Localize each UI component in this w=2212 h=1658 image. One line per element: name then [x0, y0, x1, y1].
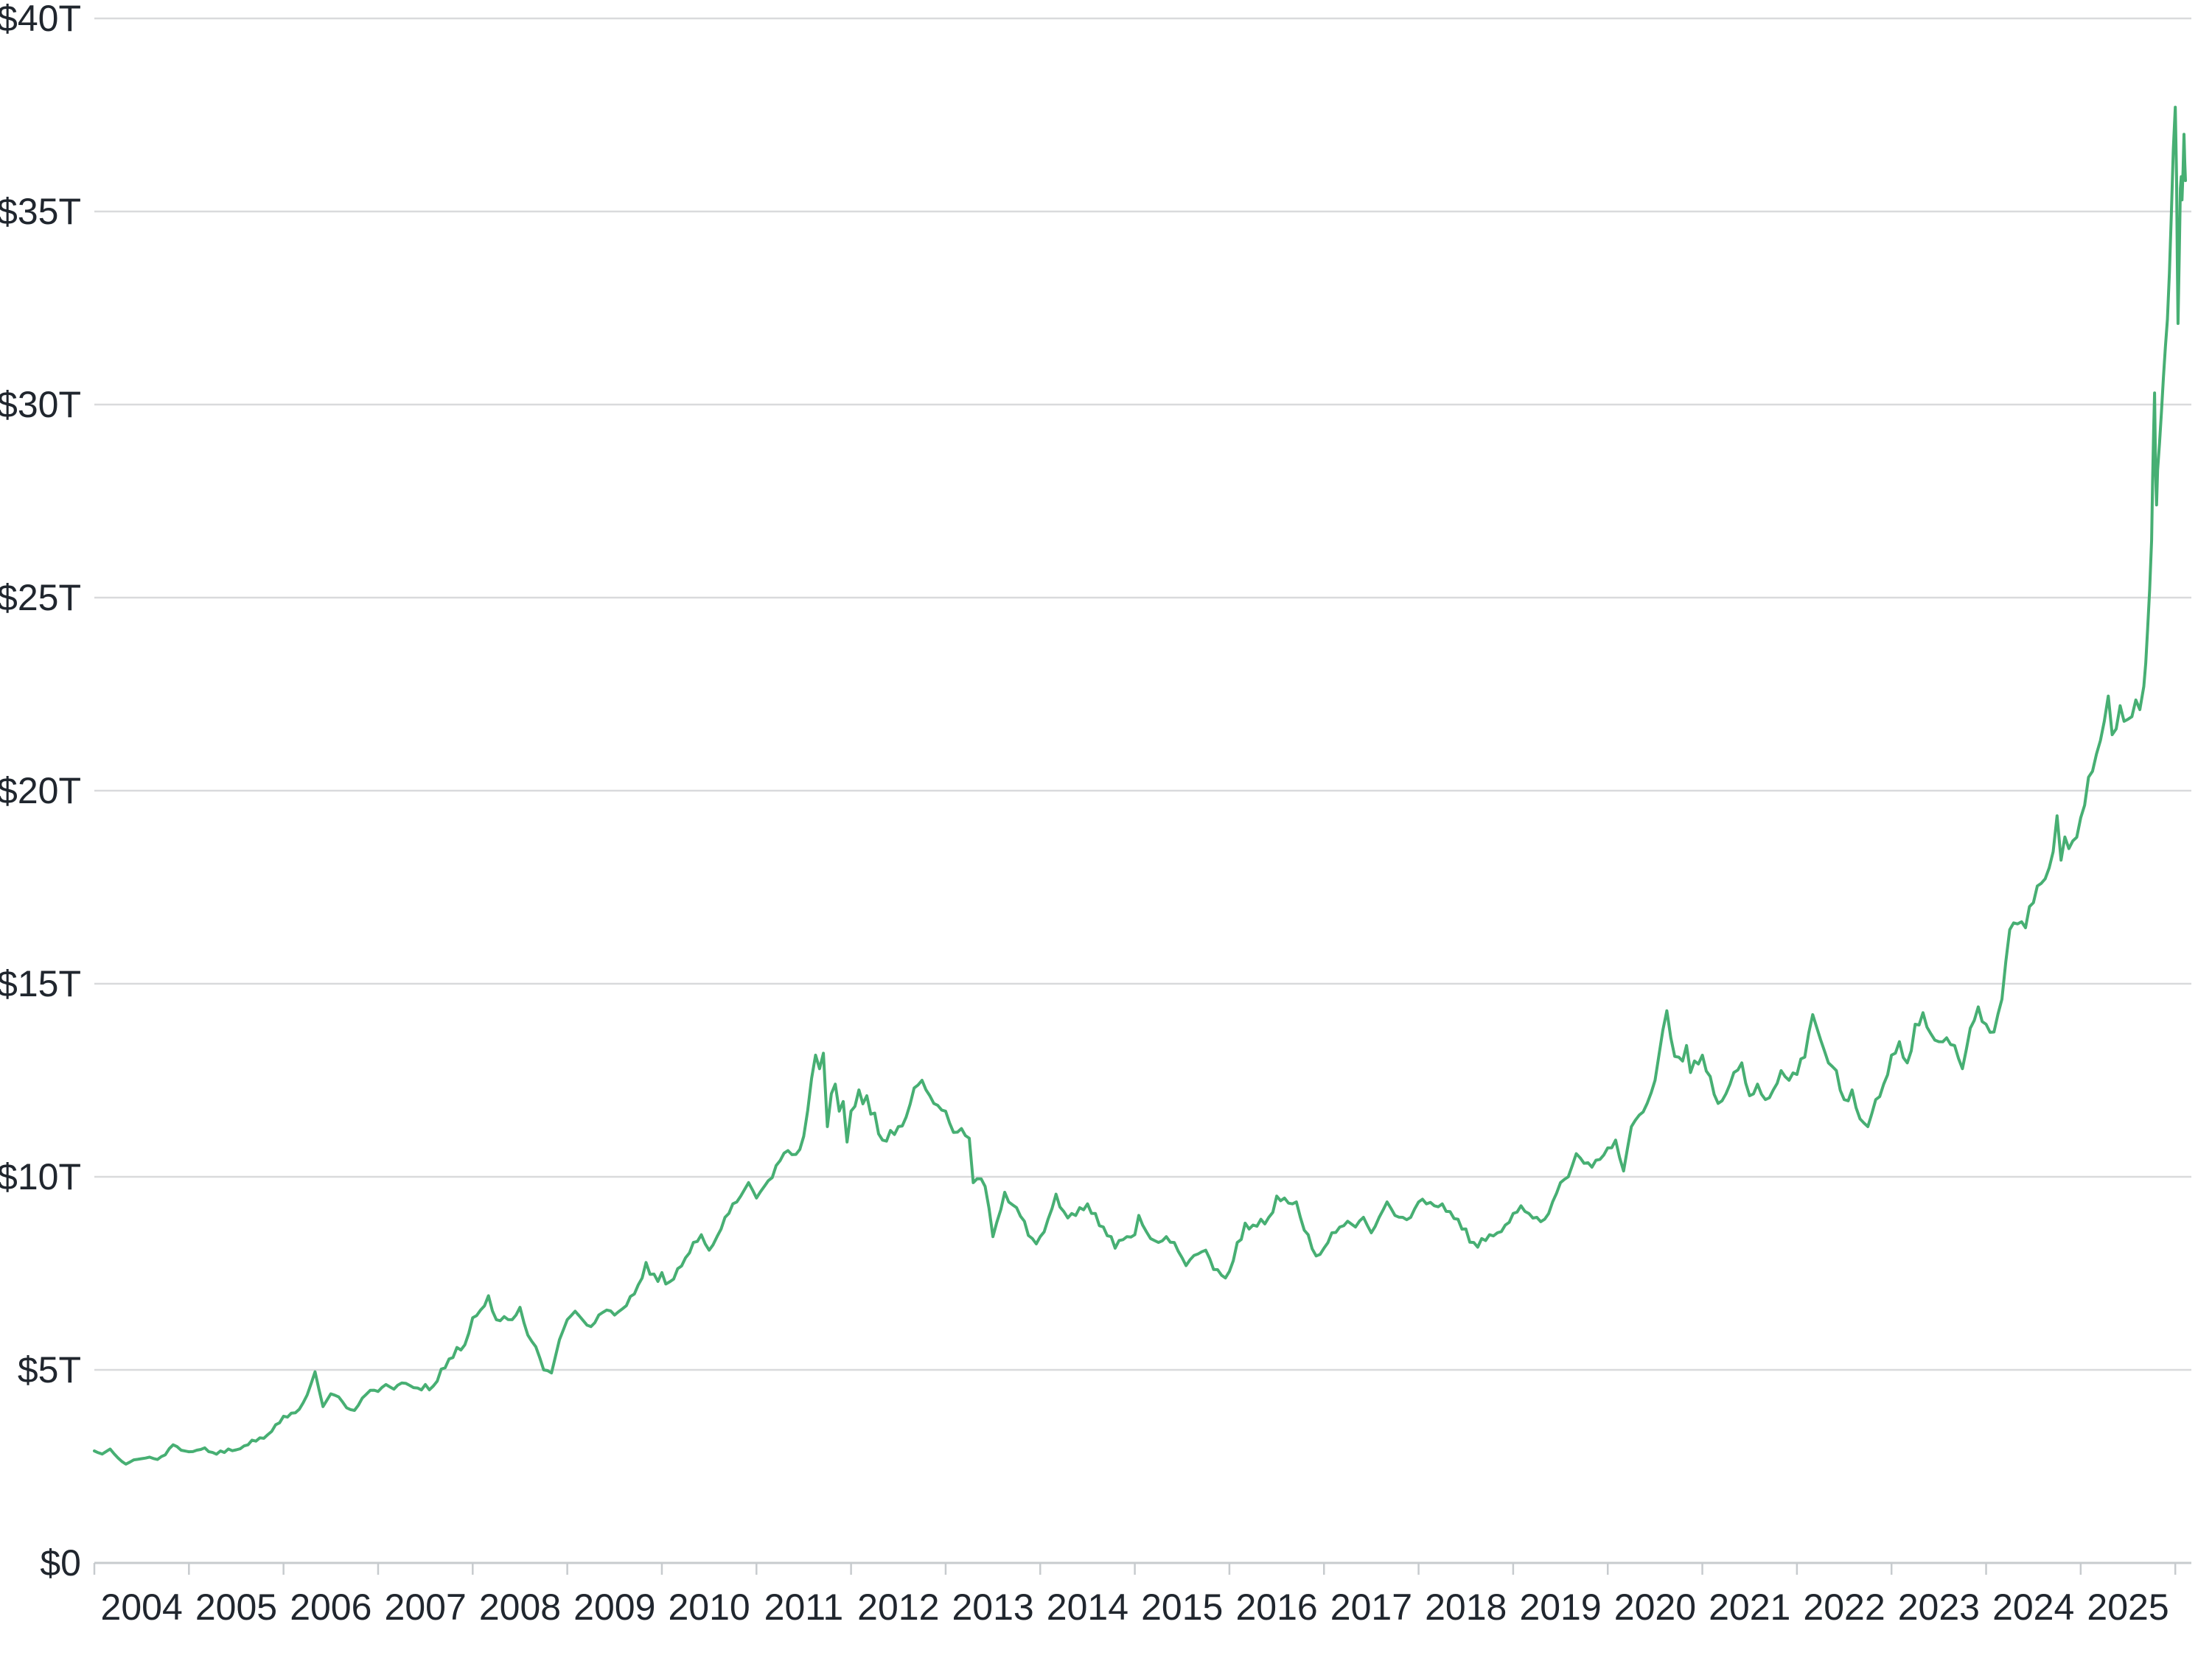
- y-axis-label: $40T: [0, 0, 81, 39]
- x-axis-label: 2006: [290, 1587, 371, 1628]
- x-axis-label: 2010: [669, 1587, 750, 1628]
- x-axis-label: 2005: [195, 1587, 277, 1628]
- x-axis-label: 2013: [952, 1587, 1033, 1628]
- y-axis-label: $0: [40, 1542, 81, 1584]
- y-axis-label: $30T: [0, 384, 81, 425]
- x-axis-label: 2004: [101, 1587, 183, 1628]
- x-axis-label: 2017: [1330, 1587, 1412, 1628]
- x-axis-label: 2014: [1047, 1587, 1128, 1628]
- y-axis-label: $20T: [0, 770, 81, 811]
- plot-area[interactable]: [94, 18, 2191, 1563]
- x-axis-label: 2018: [1425, 1587, 1507, 1628]
- series-line: [93, 105, 2187, 1466]
- x-axis-label: 2007: [385, 1587, 467, 1628]
- y-axis-label: $35T: [0, 191, 81, 232]
- x-axis-label: 2021: [1709, 1587, 1790, 1628]
- y-axis-label: $5T: [18, 1349, 81, 1391]
- x-axis-label: 2024: [1992, 1587, 2074, 1628]
- y-axis-label: $15T: [0, 963, 81, 1004]
- x-axis-label: 2023: [1898, 1587, 1980, 1628]
- x-axis-label: 2011: [764, 1587, 844, 1628]
- x-axis-label: 2015: [1141, 1587, 1223, 1628]
- x-axis-label: 2022: [1803, 1587, 1885, 1628]
- x-axis-label: 2008: [479, 1587, 561, 1628]
- x-axis-label: 2020: [1614, 1587, 1696, 1628]
- x-axis-label: 2019: [1519, 1587, 1601, 1628]
- x-axis-label: 2016: [1235, 1587, 1317, 1628]
- x-axis-label: 2012: [857, 1587, 939, 1628]
- x-axis-label: 2025: [2087, 1587, 2169, 1628]
- x-axis-label: 2009: [573, 1587, 655, 1628]
- y-axis-label: $25T: [0, 577, 81, 618]
- y-axis-label: $10T: [0, 1156, 81, 1197]
